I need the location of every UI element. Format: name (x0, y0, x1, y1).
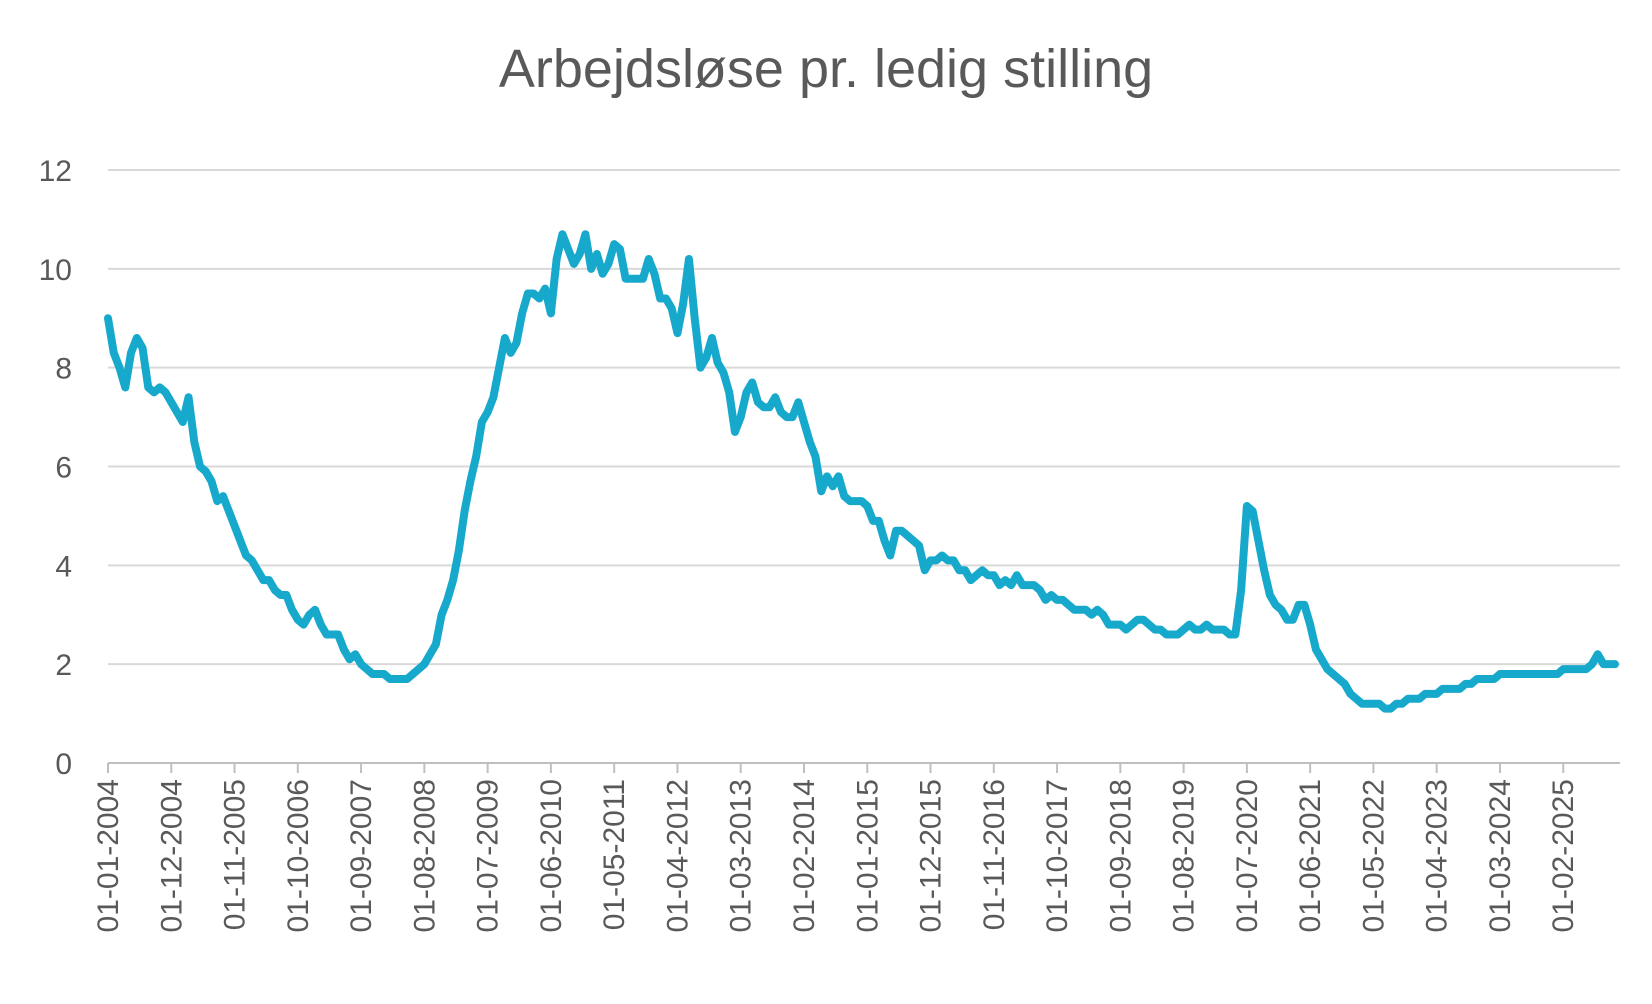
x-tick-label: 01-03-2024 (1484, 779, 1517, 932)
x-tick-label: 01-04-2012 (661, 779, 694, 932)
x-tick-label: 01-03-2013 (725, 779, 758, 932)
chart-title: Arbejdsløse pr. ledig stilling (498, 39, 1154, 99)
x-tick-label: 01-12-2004 (155, 779, 188, 932)
x-tick-label: 01-05-2011 (598, 779, 631, 930)
x-tick-label: 01-11-2016 (978, 779, 1011, 930)
y-tick-label: 0 (55, 748, 72, 781)
x-tick-label: 01-06-2021 (1294, 779, 1327, 932)
x-tick-label: 01-09-2007 (345, 779, 378, 932)
x-tick-label: 01-01-2004 (92, 779, 125, 932)
x-tick-label: 01-11-2005 (219, 779, 252, 930)
y-tick-label: 6 (55, 452, 72, 485)
x-tick-label: 01-02-2025 (1547, 779, 1580, 932)
y-tick-label: 2 (55, 649, 72, 682)
x-tick-label: 01-04-2023 (1421, 779, 1454, 932)
x-tick-label: 01-12-2015 (915, 779, 948, 932)
y-tick-label: 10 (39, 254, 72, 287)
y-tick-label: 8 (55, 353, 72, 386)
x-tick-label: 01-07-2020 (1231, 779, 1264, 932)
x-tick-label: 01-07-2009 (472, 779, 505, 932)
x-tick-label: 01-06-2010 (535, 779, 568, 932)
x-tick-label: 01-08-2019 (1168, 779, 1201, 932)
x-tick-label: 01-08-2008 (408, 779, 441, 932)
x-tick-label: 01-10-2006 (282, 779, 315, 932)
x-tick-label: 01-05-2022 (1357, 779, 1390, 932)
y-tick-label: 12 (39, 155, 72, 188)
x-tick-label: 01-09-2018 (1104, 779, 1137, 932)
y-tick-label: 4 (55, 550, 72, 583)
series-line (104, 230, 1619, 713)
x-tick-label: 01-10-2017 (1041, 779, 1074, 932)
x-tick-label: 01-02-2014 (788, 779, 821, 932)
x-tick-label: 01-01-2015 (851, 779, 884, 932)
